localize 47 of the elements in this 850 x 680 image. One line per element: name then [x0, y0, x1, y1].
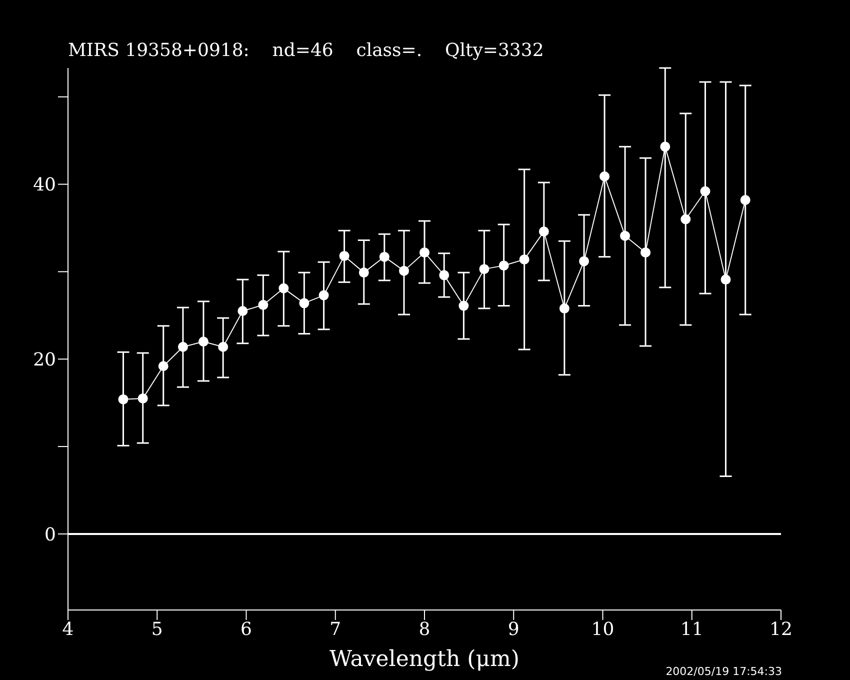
point: [680, 214, 691, 224]
point: [519, 254, 530, 264]
point: [358, 268, 369, 278]
text: 2002/05/19 17:54:33: [666, 665, 782, 678]
y-tick-label: 40: [33, 174, 56, 196]
x-axis-title: Wavelength (μm): [330, 647, 520, 672]
point: [379, 252, 390, 262]
point: [640, 247, 651, 258]
x-tick-label: 4: [62, 618, 74, 640]
point: [600, 171, 610, 182]
point: [420, 247, 430, 258]
point: [620, 230, 630, 241]
point: [399, 266, 409, 276]
point: [579, 256, 590, 266]
point: [458, 300, 469, 311]
point: [740, 195, 750, 206]
point: [498, 260, 509, 271]
x-tick-label: 7: [330, 618, 342, 640]
x-tick-label: 10: [591, 618, 614, 640]
point: [138, 393, 148, 404]
point: [218, 342, 228, 352]
point: [339, 250, 350, 261]
point: [700, 186, 710, 196]
point: [158, 361, 168, 372]
point: [198, 336, 208, 347]
point: [178, 342, 188, 352]
point: [299, 298, 310, 308]
point: [258, 300, 268, 310]
point: [439, 270, 450, 280]
point: [278, 283, 289, 294]
point: [538, 226, 549, 236]
y-tick-label: 0: [44, 524, 56, 546]
y-tick-label: 20: [33, 349, 56, 370]
point: [238, 306, 248, 316]
x-tick-label: 8: [418, 618, 430, 640]
point: [720, 274, 731, 285]
point: [479, 264, 490, 274]
point: [118, 394, 128, 404]
chart-title: MIRS 19358+0918: nd=46 class=. Qlty=3332: [68, 40, 544, 61]
point: [318, 290, 329, 300]
x-tick-label: 5: [151, 618, 163, 640]
x-tick-label: 9: [508, 618, 520, 640]
x-tick-label: 6: [240, 618, 252, 640]
point: [559, 303, 570, 314]
point: [660, 142, 670, 152]
x-tick-label: 12: [770, 618, 792, 640]
x-tick-label: 11: [680, 618, 704, 640]
